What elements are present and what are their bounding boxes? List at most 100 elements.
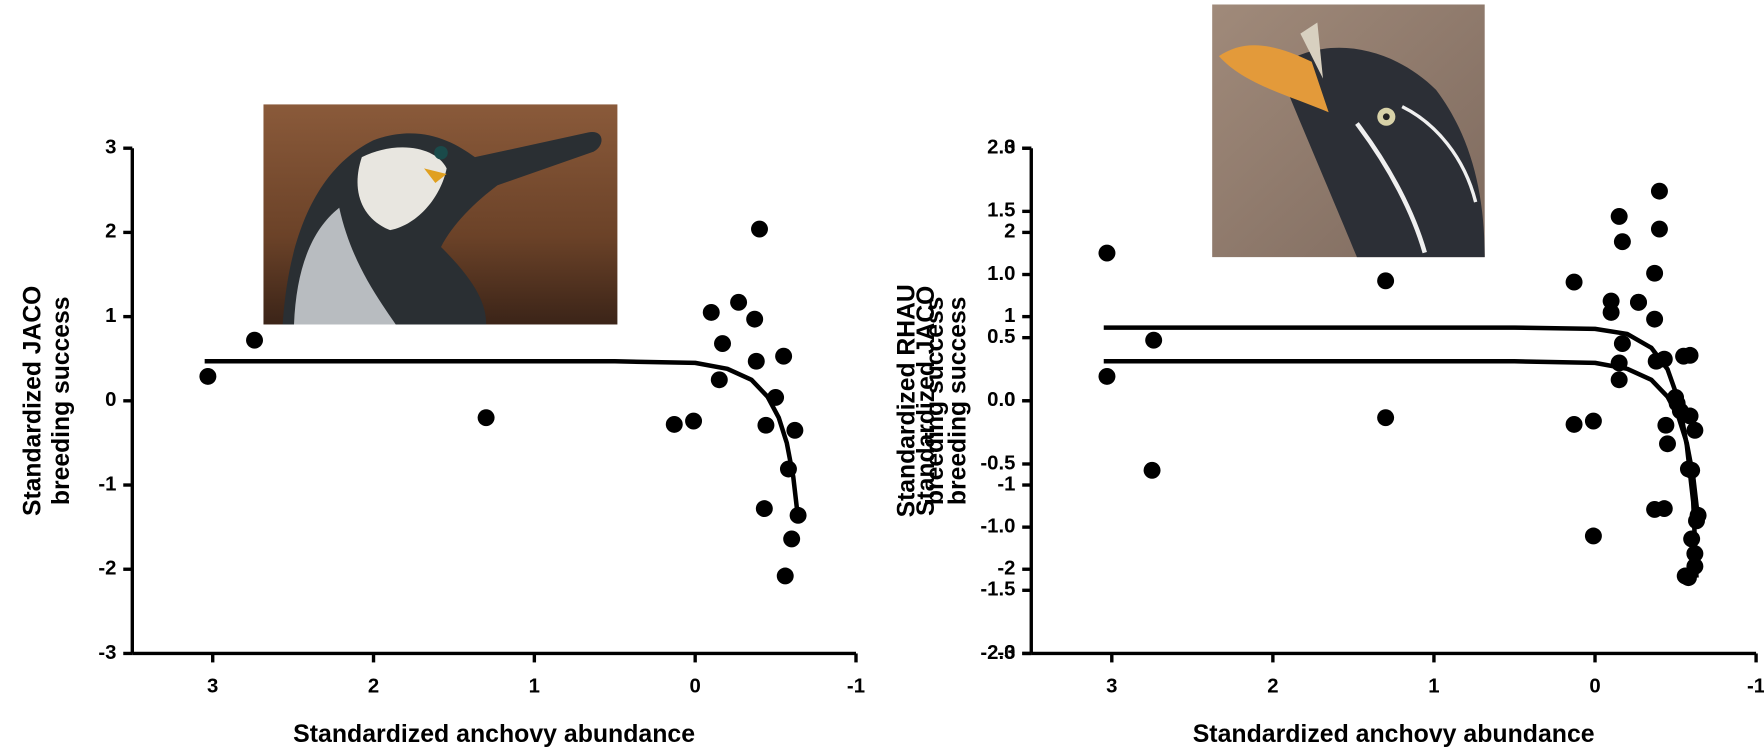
data-point [1686,421,1704,439]
data-point [751,220,768,238]
y-tick-label: 0 [105,389,116,411]
data-point [775,347,793,365]
y-tick-label: -1 [98,473,116,495]
data-point [702,303,720,321]
data-point [665,415,683,433]
y-tick-label: -1.5 [980,579,1015,601]
data-point [1675,347,1693,365]
data-point [1584,412,1602,430]
data-point [1683,530,1701,548]
fit-curve [204,359,801,519]
y-tick-label: -2.0 [980,642,1015,664]
data-point [1646,310,1664,328]
y-tick-label: 2 [1004,221,1015,243]
chart: 3 2 1 0 -1 -3 -2 -1 0 1 2 3 Standardized anchovy abu… [19,137,865,748]
x-axis-label: Standardized anchovy abundance [1193,721,1595,748]
y-tick-label: 1 [1004,305,1015,327]
cormorant-photo [263,104,618,325]
x-tick-label: -1 [847,676,865,698]
fit-curve [1103,359,1701,519]
data-point [1098,367,1116,385]
data-point [1565,415,1583,433]
x-tick-label: 3 [207,676,218,698]
y-axis-label: breeding success [48,297,75,505]
x-axis-label: Standardized anchovy abundance [293,721,695,748]
data-point [1647,352,1665,370]
data-point [477,409,495,427]
y-tick-label: -0.5 [980,452,1015,474]
data-point [786,421,804,439]
y-tick-label: 1 [105,305,116,327]
data-point [199,367,217,385]
data-point [1610,207,1628,225]
data-point [789,506,807,524]
data-point [1145,331,1163,349]
y-tick-label: 2.0 [987,137,1015,159]
y-tick-label: 1.0 [987,263,1015,285]
y-tick-label: -2 [997,558,1015,580]
data-point [1659,435,1676,453]
x-tick-label: 1 [1428,676,1439,698]
data-point [767,389,785,406]
y-tick-label: 3 [105,137,116,159]
data-point [1377,272,1395,290]
y-tick-label: 0.0 [987,389,1015,411]
data-point [776,567,794,585]
y-axis-label: Standardized RHAU [894,284,921,517]
x-tick-label: 2 [1267,676,1278,698]
y-axis-label: Standardized JACO [913,286,940,516]
data-point [1686,545,1704,563]
data-point [714,335,731,352]
data-point [1676,567,1694,585]
x-tick-label: 0 [1589,676,1600,698]
data-point [1679,460,1697,478]
data-point [710,371,728,389]
data-point [1681,407,1699,425]
data-point [685,412,703,430]
y-tick-label: 2 [105,221,116,243]
data-point [1689,506,1707,524]
data-point [1650,182,1668,200]
x-tick-label: 3 [1106,676,1117,698]
data-point [1613,335,1631,352]
data-point [783,530,801,548]
data-point [746,310,764,328]
x-tick-label: -1 [1747,676,1764,698]
y-tick-label: 1.5 [987,200,1015,222]
y-tick-label: -1 [997,473,1015,495]
data-point [1143,461,1161,479]
data-point [730,293,748,311]
data-point [1657,416,1675,434]
data-point [1098,244,1116,262]
data-point [755,500,773,518]
y-tick-label: -3 [997,642,1015,664]
data-point [1610,371,1628,389]
y-tick-label: -2 [98,558,116,580]
chart: 3 2 1 0 -1 -2.0 -1.5 -1.0 -0.5 0.0 0.5 1.0 1.5 2.0 -3 -… [894,137,1764,748]
y-axis-label: breeding success [944,297,971,505]
y-tick-label: 3 [1004,137,1015,159]
x-tick-label: 1 [529,676,540,698]
x-tick-label: 2 [368,676,379,698]
data-point [1630,293,1647,311]
data-point [1613,233,1631,251]
data-point [779,460,797,478]
data-point [1650,220,1668,238]
data-point [1655,500,1673,518]
data-point [1377,409,1395,427]
y-axis-label: breeding success [922,297,949,505]
data-point [246,331,264,349]
data-point [1602,303,1620,321]
data-point [757,416,775,434]
data-point [747,352,765,370]
auklet-photo [1212,4,1485,258]
y-tick-label: -3 [98,642,116,664]
y-axis-label: Standardized JACO [19,286,46,516]
data-point [1667,389,1685,406]
y-tick-label: 0 [1004,389,1015,411]
y-tick-label: 0.5 [987,326,1015,348]
data-point [1646,264,1664,282]
x-tick-label: 0 [690,676,701,698]
